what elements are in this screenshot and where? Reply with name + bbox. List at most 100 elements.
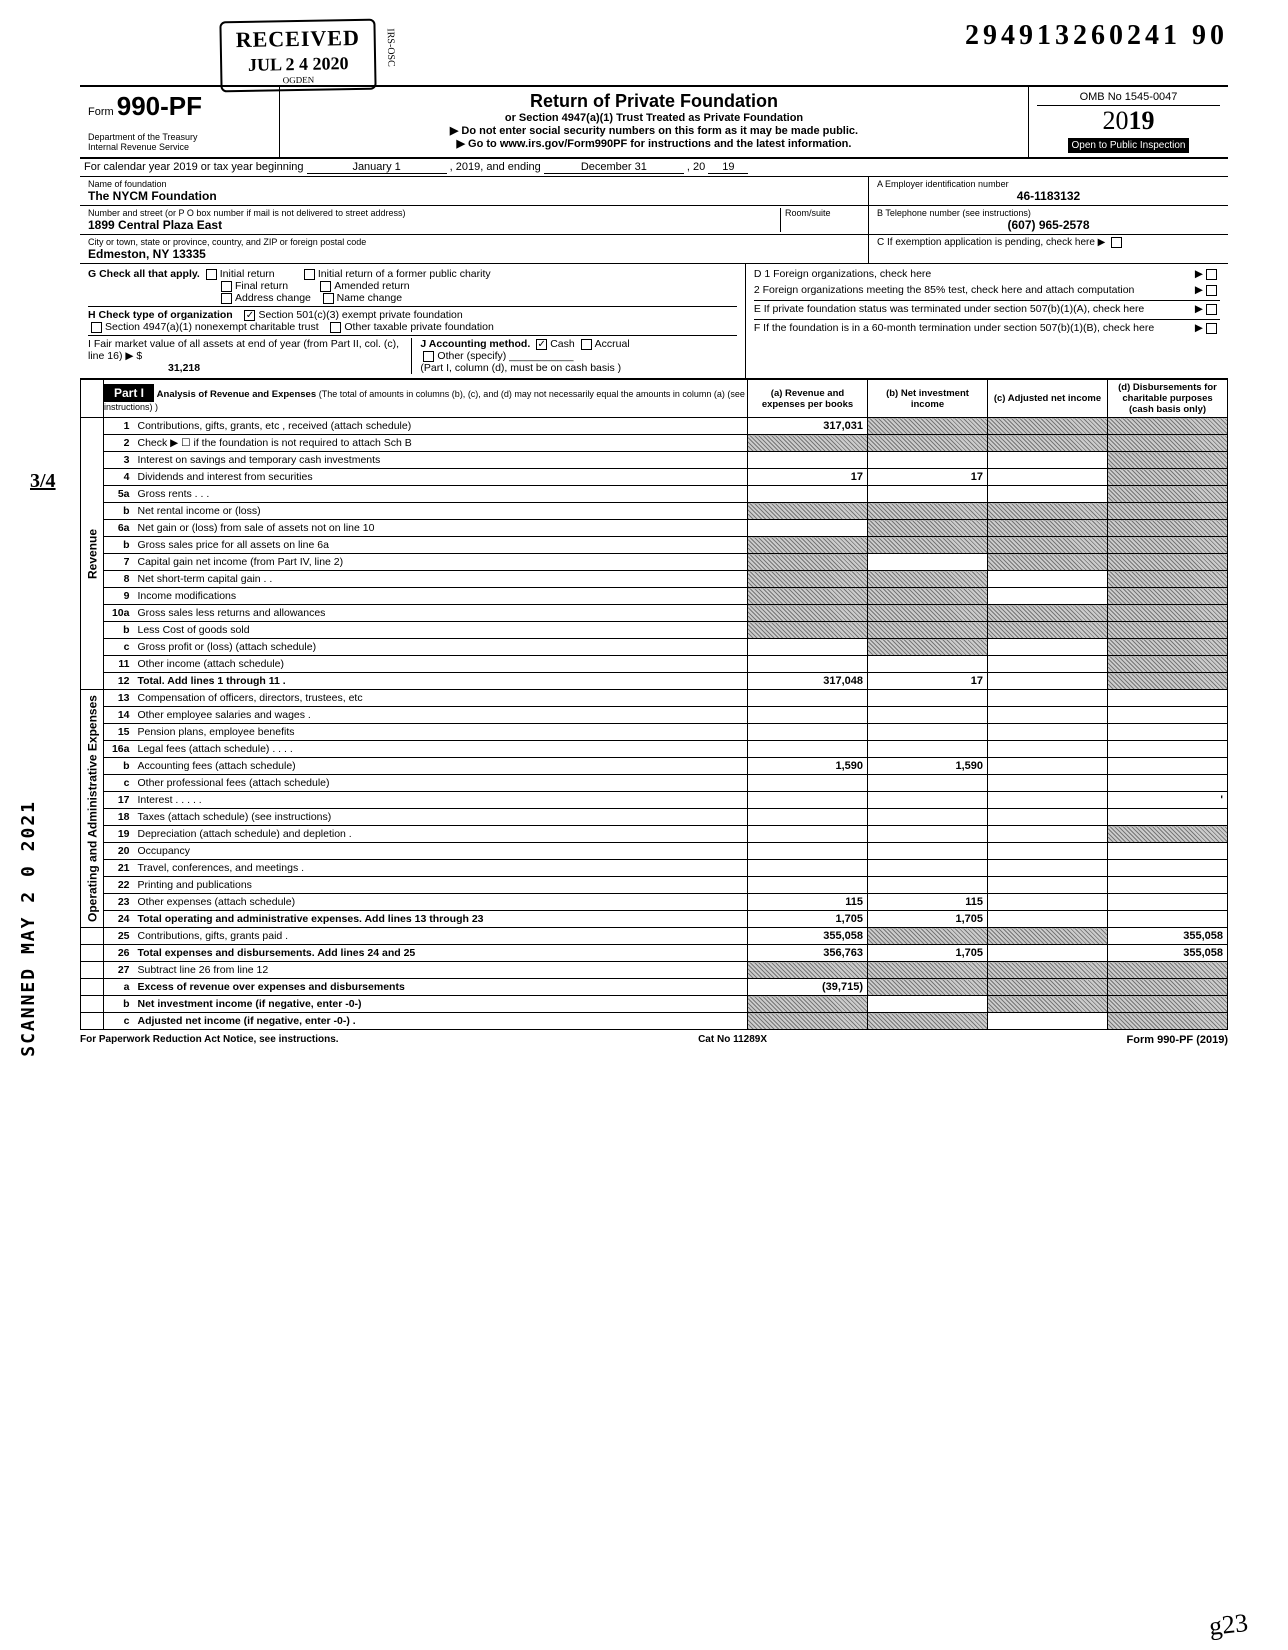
cell xyxy=(868,537,988,554)
addr-label: Number and street (or P O box number if … xyxy=(88,208,780,218)
cell: (39,715) xyxy=(748,979,868,996)
cell xyxy=(748,1013,868,1030)
checkbox[interactable] xyxy=(320,281,331,292)
checkbox[interactable] xyxy=(330,322,341,333)
h-other: Other taxable private foundation xyxy=(344,321,493,333)
row-desc: Taxes (attach schedule) (see instruction… xyxy=(134,809,748,826)
footer-right: Form 990-PF (2019) xyxy=(1127,1034,1228,1046)
cell: 17 xyxy=(868,469,988,486)
row-desc: Travel, conferences, and meetings . xyxy=(134,860,748,877)
row-num: b xyxy=(104,537,134,554)
row-desc: Other professional fees (attach schedule… xyxy=(134,775,748,792)
checkbox[interactable] xyxy=(1206,285,1217,296)
dln: 294913260241 90 xyxy=(965,20,1228,52)
row-desc: Total operating and administrative expen… xyxy=(134,911,748,928)
row-num: 23 xyxy=(104,894,134,911)
check-E: E If private foundation status was termi… xyxy=(754,303,1144,315)
cell xyxy=(988,1013,1108,1030)
cell xyxy=(748,452,868,469)
cell xyxy=(988,503,1108,520)
cell: 356,763 xyxy=(748,945,868,962)
row-num: 11 xyxy=(104,656,134,673)
cell xyxy=(1108,979,1228,996)
checks-block: G Check all that apply. Initial return I… xyxy=(80,264,1228,379)
cell xyxy=(988,452,1108,469)
checkbox[interactable] xyxy=(304,269,315,280)
checkbox[interactable] xyxy=(206,269,217,280)
checkbox-checked[interactable]: ✓ xyxy=(536,339,547,350)
check-J: J Accounting method. xyxy=(420,338,530,350)
h-4947: Section 4947(a)(1) nonexempt charitable … xyxy=(105,321,319,333)
stamp-date: JUL 2 4 2020 xyxy=(236,53,360,76)
city-label: City or town, state or province, country… xyxy=(88,237,860,247)
row-desc: Contributions, gifts, grants paid . xyxy=(134,928,748,945)
cell xyxy=(868,520,988,537)
city: Edmeston, NY 13335 xyxy=(88,247,206,261)
cell: 317,048 xyxy=(748,673,868,690)
cell xyxy=(1108,452,1228,469)
form-number: 990-PF xyxy=(117,91,202,121)
g-item: Address change xyxy=(235,292,311,304)
col-c: (c) Adjusted net income xyxy=(988,380,1108,418)
cell xyxy=(988,690,1108,707)
row-num: b xyxy=(104,996,134,1013)
cell xyxy=(748,877,868,894)
cell xyxy=(868,792,988,809)
cell xyxy=(988,826,1108,843)
row-desc: Adjusted net income (if negative, enter … xyxy=(134,1013,748,1030)
cell xyxy=(868,996,988,1013)
row-desc: Net rental income or (loss) xyxy=(134,503,748,520)
cell xyxy=(988,673,1108,690)
checkbox[interactable] xyxy=(1206,269,1217,280)
checkbox[interactable] xyxy=(221,293,232,304)
open-inspection: Open to Public Inspection xyxy=(1068,138,1190,153)
row-num: 1 xyxy=(104,418,134,435)
cell xyxy=(1108,826,1228,843)
checkbox[interactable] xyxy=(1111,237,1122,248)
g-item: Amended return xyxy=(334,280,409,292)
cell xyxy=(988,962,1108,979)
cell xyxy=(748,962,868,979)
cell xyxy=(868,724,988,741)
cell xyxy=(1108,775,1228,792)
cell: 355,058 xyxy=(1108,945,1228,962)
form-goto: ▶ Go to www.irs.gov/Form990PF for instru… xyxy=(288,137,1020,150)
cell xyxy=(1108,435,1228,452)
cell xyxy=(868,435,988,452)
checkbox[interactable] xyxy=(581,339,592,350)
cell xyxy=(868,571,988,588)
form-title: Return of Private Foundation xyxy=(288,91,1020,112)
cell: 1,705 xyxy=(868,945,988,962)
checkbox[interactable] xyxy=(221,281,232,292)
g-item: Name change xyxy=(337,292,402,304)
cell xyxy=(1108,911,1228,928)
cell xyxy=(1108,860,1228,877)
cell xyxy=(748,792,868,809)
cell xyxy=(988,554,1108,571)
cell xyxy=(748,843,868,860)
entity-block: Name of foundationThe NYCM Foundation Nu… xyxy=(80,177,1228,264)
checkbox-checked[interactable]: ✓ xyxy=(244,310,255,321)
row-desc: Total expenses and disbursements. Add li… xyxy=(134,945,748,962)
cell: 317,031 xyxy=(748,418,868,435)
cell xyxy=(988,928,1108,945)
checkbox[interactable] xyxy=(91,322,102,333)
checkbox[interactable] xyxy=(1206,323,1217,334)
cell xyxy=(1108,741,1228,758)
cell xyxy=(1108,724,1228,741)
ein-label: A Employer identification number xyxy=(877,179,1220,189)
checkbox[interactable] xyxy=(323,293,334,304)
checkbox[interactable] xyxy=(1206,304,1217,315)
row-desc: Income modifications xyxy=(134,588,748,605)
row-num: 21 xyxy=(104,860,134,877)
exempt-pending: C If exemption application is pending, c… xyxy=(877,237,1105,248)
row-num: 13 xyxy=(104,690,134,707)
g-item: Initial return of a former public charit… xyxy=(318,268,491,280)
cell xyxy=(868,622,988,639)
cell xyxy=(1108,962,1228,979)
checkbox[interactable] xyxy=(423,351,434,362)
row-desc: Net gain or (loss) from sale of assets n… xyxy=(134,520,748,537)
footer-mid: Cat No 11289X xyxy=(698,1034,767,1046)
check-H: H Check type of organization xyxy=(88,309,233,321)
revenue-label: Revenue xyxy=(81,418,104,690)
